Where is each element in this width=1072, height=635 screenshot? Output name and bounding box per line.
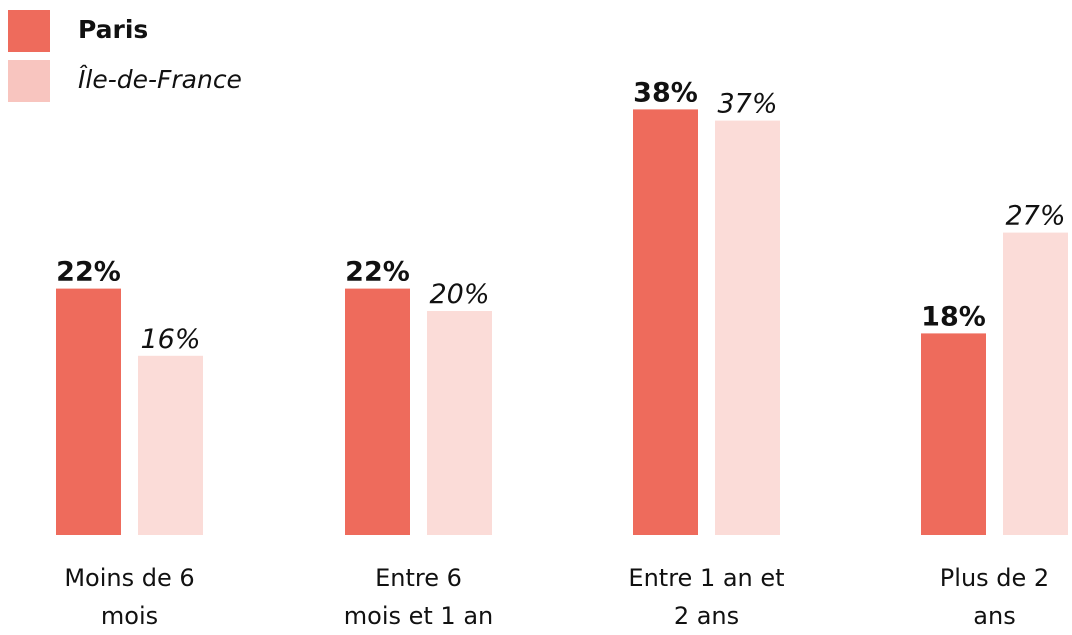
bar-paris-1 (345, 289, 410, 535)
bar-ile-de-france-3 (1003, 233, 1068, 535)
category-label-line: mois (30, 597, 230, 635)
bar-ile-de-france-1 (427, 311, 492, 535)
category-label-line: 2 ans (607, 597, 807, 635)
bar-ile-de-france-0 (138, 356, 203, 535)
category-label-line: Plus de 2 (895, 559, 1072, 597)
category-label-line: Moins de 6 (30, 559, 230, 597)
value-label-paris-0: 22% (56, 257, 121, 288)
bar-paris-0 (56, 289, 121, 535)
category-label-line: Entre 6 (319, 559, 519, 597)
bar-paris-3 (921, 333, 986, 535)
value-label-paris-2: 38% (633, 77, 698, 108)
category-label-line: mois et 1 an (319, 597, 519, 635)
category-label-line: ans (895, 597, 1072, 635)
value-label-ile-de-france-1: 20% (429, 279, 489, 310)
value-label-ile-de-france-2: 37% (717, 89, 777, 120)
category-label-line: Entre 1 an et (607, 559, 807, 597)
bar-paris-2 (633, 109, 698, 535)
bar-ile-de-france-2 (715, 121, 780, 535)
value-label-ile-de-france-3: 27% (1005, 201, 1065, 232)
value-label-paris-1: 22% (345, 257, 410, 288)
value-label-ile-de-france-0: 16% (140, 324, 200, 355)
value-label-paris-3: 18% (921, 301, 986, 332)
